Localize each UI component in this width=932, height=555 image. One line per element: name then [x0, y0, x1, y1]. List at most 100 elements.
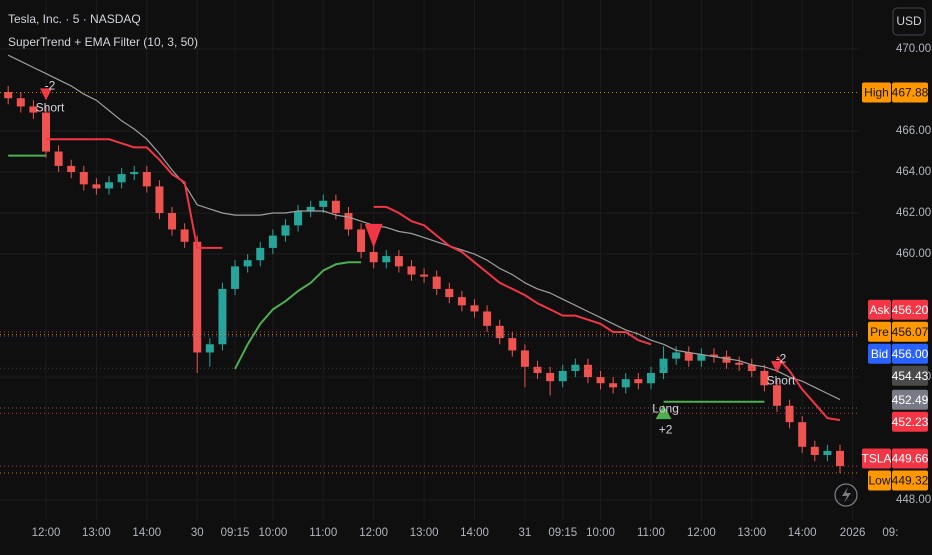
price-label-name: Bid [871, 347, 888, 361]
candle-body [445, 288, 454, 298]
candle-body [268, 235, 277, 248]
candle-body [810, 446, 819, 455]
candle-body [520, 350, 529, 367]
candle-body [16, 98, 25, 107]
candle-body [546, 372, 555, 382]
candle-body [583, 364, 592, 378]
x-tick-label: 12:00 [359, 527, 388, 539]
symbol-title: Tesla, Inc. · 5 · NASDAQ [8, 12, 141, 26]
x-tick-label: 11:00 [637, 527, 665, 539]
x-tick-label: 09:15 [548, 527, 577, 539]
candle-body [357, 229, 366, 253]
candle-body [697, 354, 706, 361]
price-label-name-box [868, 299, 891, 320]
x-tick-label: 14:00 [788, 527, 817, 539]
candle-body [4, 92, 13, 99]
candle-body [609, 383, 618, 388]
x-tick-label: 14:00 [132, 527, 161, 539]
candle-body [256, 247, 265, 261]
price-label-value: 449.32 [892, 474, 929, 488]
price-label-name-box [862, 448, 891, 469]
price-label-box [892, 448, 928, 469]
signal-qty: -2 [776, 351, 787, 365]
x-tick-label: 30 [191, 527, 204, 539]
indicator-line [8, 154, 765, 403]
y-tick-label: 466.00 [896, 125, 931, 137]
candle-body [319, 200, 328, 207]
short-signal [364, 223, 383, 248]
candle-body [646, 372, 655, 384]
candle-body [508, 338, 517, 351]
indicator-title: SuperTrend + EMA Filter (10, 3, 50) [8, 35, 198, 49]
price-label-name: Ask [869, 303, 890, 317]
price-label-name-box [868, 321, 891, 342]
price-label-value: 452.23 [892, 415, 929, 429]
candle-body [407, 266, 416, 275]
x-tick-label: 09:15 [221, 527, 250, 539]
price-label-name: Low [868, 474, 890, 488]
price-label-name: High [864, 86, 889, 100]
candle-body [130, 172, 139, 175]
grid [0, 0, 860, 520]
time-scale: 12:00 13:00 14:00 30 09:15 10:00 11:00 12:00 13:… [32, 527, 899, 539]
price-label-box [892, 343, 928, 364]
candle-body [168, 213, 177, 230]
signal-qty: +2 [659, 422, 673, 436]
candle-body [193, 241, 202, 353]
candle-body [709, 354, 718, 357]
candle-body [294, 210, 303, 226]
price-label-name: TSLA [861, 452, 891, 466]
candle-body [218, 288, 227, 345]
x-tick-label: 13:00 [737, 527, 766, 539]
currency-label[interactable]: USD [896, 14, 922, 28]
price-label-value: 456.07 [892, 325, 929, 339]
candle-body [79, 172, 88, 185]
price-label-value: 454.43 [892, 369, 929, 383]
price-label-box [892, 299, 928, 320]
price-label-value: 467.88 [892, 86, 929, 100]
signal-label: Short [36, 101, 65, 115]
price-label-name-box [868, 470, 891, 491]
y-tick-label: 462.00 [896, 207, 931, 219]
candle-body [470, 305, 479, 312]
candle-body [394, 256, 403, 267]
candle-body [155, 186, 164, 214]
candle-body [382, 256, 391, 263]
candle-body [243, 260, 252, 267]
short-signal [770, 361, 783, 374]
price-label-box [892, 321, 928, 342]
candle-body [432, 276, 441, 289]
candle-body [634, 379, 643, 384]
signal-qty: -2 [45, 79, 56, 93]
long-signal [655, 405, 672, 420]
candle-body [231, 266, 240, 289]
candle-body [558, 370, 567, 382]
signal-label: Long [652, 401, 679, 415]
price-label-value: 456.20 [892, 303, 929, 317]
candle-body [180, 229, 189, 242]
candle-body [42, 112, 51, 152]
candle-body [331, 200, 340, 214]
price-label-box [892, 470, 928, 491]
signal-label: Short [767, 373, 796, 387]
candle-body [483, 311, 492, 326]
x-tick-label: 14:00 [460, 527, 489, 539]
candle-body [735, 362, 744, 365]
candle-body [760, 370, 769, 386]
price-scale: 470.00466.00464.00462.00460.00454.00448.… [861, 43, 931, 506]
price-label-name-box [862, 82, 891, 103]
replay-icon[interactable] [834, 483, 858, 507]
currency-button[interactable] [892, 7, 926, 36]
x-tick-label: 12:00 [32, 527, 61, 539]
y-tick-label: 470.00 [896, 43, 931, 55]
y-tick-label: 464.00 [896, 166, 931, 178]
x-tick-label: 12:00 [687, 527, 716, 539]
x-tick-label: 10:00 [586, 527, 615, 539]
price-label-box [892, 365, 928, 386]
candle-body [142, 172, 151, 187]
candle-body [29, 106, 38, 113]
candle-body [205, 344, 214, 353]
candle-body [684, 352, 693, 361]
candle-body [747, 364, 756, 371]
